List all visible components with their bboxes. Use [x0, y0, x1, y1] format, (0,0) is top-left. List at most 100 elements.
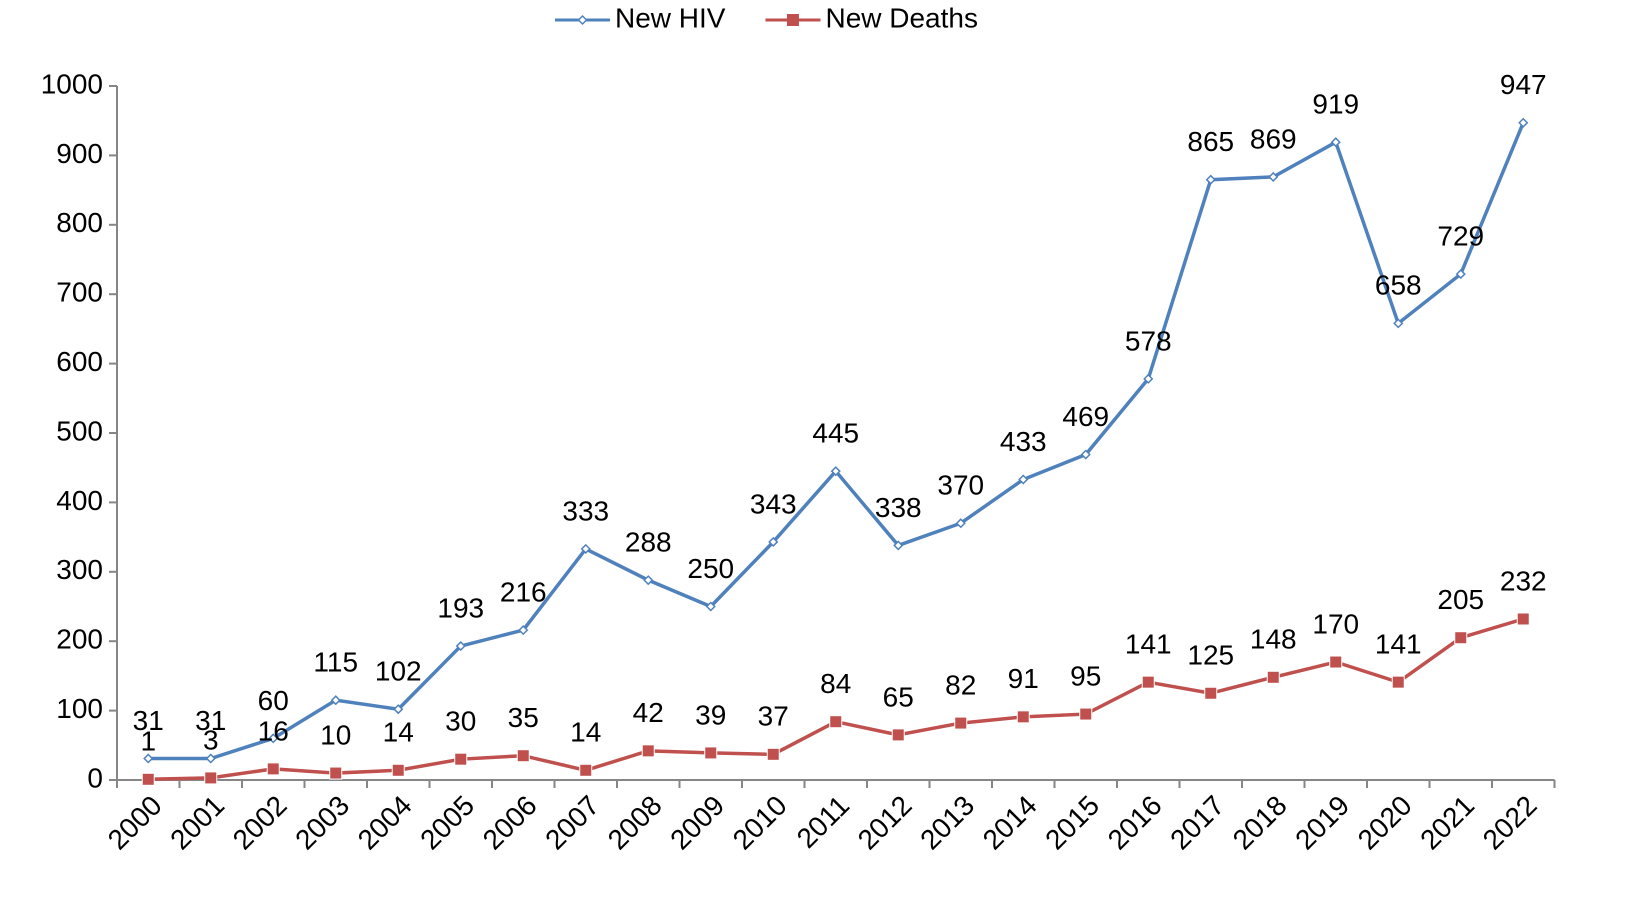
data-label: 205: [1437, 584, 1484, 615]
marker: [268, 733, 279, 744]
marker: [768, 536, 779, 548]
data-label: 60: [258, 685, 289, 716]
marker: [1016, 710, 1030, 724]
marker: [1393, 318, 1404, 329]
marker: [1330, 137, 1341, 148]
data-label: 39: [695, 699, 726, 730]
x-tick-label: 2016: [1102, 790, 1168, 856]
marker: [580, 543, 591, 554]
data-label: 141: [1375, 629, 1422, 660]
data-label: 42: [633, 697, 664, 728]
y-tick-label: 800: [56, 207, 103, 238]
marker: [455, 640, 466, 652]
data-label: 338: [875, 492, 922, 523]
data-label: 232: [1500, 565, 1547, 596]
data-label: 115: [313, 647, 358, 678]
marker: [141, 772, 155, 786]
x-tick-label: 2020: [1352, 790, 1418, 856]
data-label: 65: [883, 681, 914, 712]
legend-marker: [577, 14, 588, 26]
marker: [705, 601, 716, 612]
data-label: 35: [508, 702, 539, 733]
data-label: 288: [625, 527, 672, 558]
marker: [955, 518, 966, 529]
y-tick-label: 400: [56, 485, 103, 516]
marker: [643, 575, 654, 586]
data-label: 469: [1062, 401, 1109, 432]
data-label: 141: [1125, 629, 1172, 660]
x-tick-label: 2003: [289, 790, 355, 856]
x-tick-label: 2006: [477, 790, 543, 856]
y-tick-label: 100: [56, 693, 103, 724]
x-tick-label: 2018: [1227, 790, 1293, 856]
marker: [516, 749, 530, 763]
data-label: 84: [820, 668, 851, 699]
marker: [1518, 117, 1529, 128]
data-label: 31: [133, 705, 164, 736]
data-label: 3: [203, 724, 219, 755]
data-label: 193: [437, 592, 484, 623]
marker: [1268, 171, 1279, 182]
marker: [1141, 675, 1155, 689]
data-label: 250: [687, 553, 734, 584]
marker: [579, 763, 593, 777]
marker: [1516, 612, 1530, 626]
data-label: 216: [500, 576, 547, 607]
marker: [893, 540, 904, 551]
x-tick-label: 2005: [414, 790, 480, 856]
x-tick-label: 2009: [664, 790, 730, 856]
marker: [204, 771, 218, 785]
data-label: 10: [320, 719, 351, 750]
x-tick-label: 2019: [1289, 790, 1355, 856]
y-tick-label: 900: [56, 138, 103, 169]
data-label: 170: [1312, 608, 1359, 639]
marker: [329, 766, 343, 780]
y-tick-label: 0: [87, 762, 103, 793]
x-tick-label: 2008: [602, 790, 668, 856]
data-label: 333: [562, 495, 609, 526]
data-label: 919: [1312, 89, 1359, 120]
marker: [1391, 675, 1405, 689]
marker: [1079, 707, 1093, 721]
x-tick-label: 2021: [1414, 790, 1480, 856]
marker: [891, 728, 905, 742]
marker: [829, 715, 843, 729]
marker: [1080, 449, 1091, 460]
marker: [205, 753, 216, 764]
x-tick-label: 2000: [102, 790, 168, 856]
marker: [1329, 655, 1343, 669]
marker: [954, 716, 968, 730]
y-tick-label: 600: [56, 346, 103, 377]
marker: [518, 625, 529, 636]
x-tick-label: 2012: [852, 790, 918, 856]
data-label: 729: [1437, 220, 1484, 251]
y-tick-label: 200: [56, 624, 103, 655]
data-label: 82: [945, 669, 976, 700]
data-label: 102: [375, 656, 422, 687]
marker: [1143, 373, 1154, 384]
marker: [1204, 686, 1218, 700]
x-tick-label: 2004: [352, 790, 418, 856]
x-tick-label: 2002: [227, 790, 293, 856]
x-tick-label: 2007: [539, 790, 605, 856]
data-label: 343: [750, 488, 797, 519]
data-label: 31: [195, 705, 226, 736]
marker: [766, 747, 780, 761]
data-label: 16: [258, 715, 289, 746]
data-label: 91: [1008, 663, 1039, 694]
data-label: 125: [1187, 640, 1234, 671]
x-tick-label: 2014: [977, 790, 1043, 856]
x-tick-label: 2022: [1477, 790, 1543, 856]
data-label: 445: [812, 418, 859, 449]
x-tick-label: 2011: [791, 790, 856, 855]
marker: [1454, 631, 1468, 645]
data-label: 865: [1187, 126, 1234, 157]
y-tick-label: 1000: [41, 68, 103, 99]
data-label: 14: [383, 717, 414, 748]
data-label: 658: [1375, 270, 1422, 301]
x-tick-label: 2015: [1039, 790, 1105, 856]
y-tick-label: 700: [56, 277, 103, 308]
legend-marker: [786, 14, 799, 26]
data-label: 578: [1125, 325, 1172, 356]
